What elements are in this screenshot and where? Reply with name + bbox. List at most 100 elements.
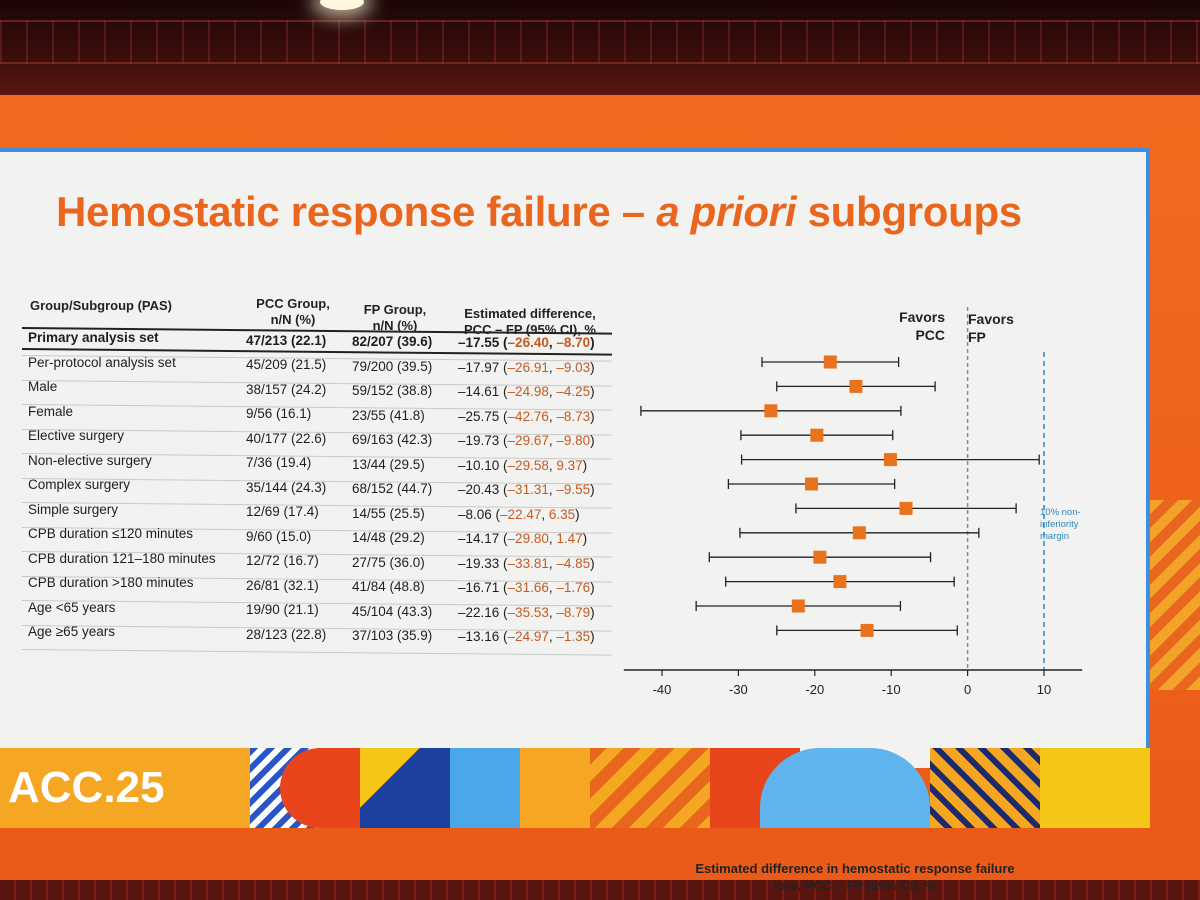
row-ci-lower: –29.80 [507,531,549,547]
row-ci-lower: –22.47 [500,506,542,522]
row-estimate: –19.33 (–33.81, –4.85) [458,555,595,571]
header-fp: FP Group, n/N (%) [340,302,450,334]
x-tick-label: -20 [805,682,824,697]
row-ci-lower: –35.53 [507,604,549,620]
row-label: Male [28,379,58,395]
row-estimate: –17.97 (–26.91, –9.03) [458,359,595,375]
favors-fp-label: Favors FP [968,310,1028,346]
row-ci-upper: –9.80 [556,433,591,449]
row-ci-upper: –9.03 [556,359,591,375]
row-estimate: –25.75 (–42.76, –8.73) [458,408,595,424]
row-fp: 69/163 (42.3) [352,432,433,448]
row-ci-lower: –24.97 [507,629,549,645]
row-estimate-point: –17.55 [458,335,500,351]
row-ci-upper: 9.37 [556,457,583,473]
x-tick-label: 0 [964,682,971,697]
header-est-line1: Estimated difference, [464,306,596,321]
point-estimate-marker [810,428,824,442]
row-ci-lower: –29.58 [507,457,549,473]
row-fp: 45/104 (43.3) [352,603,433,619]
row-estimate-point: –22.16 [458,604,500,620]
row-label: Age <65 years [28,599,116,615]
row-estimate: –13.16 (–24.97, –1.35) [458,629,595,645]
row-label: Female [28,403,74,419]
row-ci-upper: –8.79 [556,604,591,620]
point-estimate-marker [860,623,874,637]
point-estimate-marker [813,550,827,564]
row-ci-lower: –26.91 [507,359,549,375]
row-pcc: 12/72 (16.7) [246,553,319,569]
row-estimate: –16.71 (–31.66, –1.76) [458,580,595,596]
row-estimate-point: –14.61 [458,384,500,400]
row-pcc: 28/123 (22.8) [246,626,327,642]
row-ci-lower: –26.40 [507,335,549,351]
header-pcc-line2: n/N (%) [270,312,316,327]
row-pcc: 26/81 (32.1) [246,577,319,593]
row-pcc: 9/60 (15.0) [246,528,312,544]
row-fp: 82/207 (39.6) [352,334,433,350]
pattern-tile [930,748,1040,828]
row-fp: 14/48 (29.2) [352,530,425,546]
row-pcc: 7/36 (19.4) [246,455,312,471]
row-estimate-point: –16.71 [458,580,500,596]
row-estimate-point: –10.10 [458,457,500,473]
row-estimate: –17.55 (–26.40, –8.70) [458,335,595,351]
stage-light [320,0,364,10]
row-label: CPB duration >180 minutes [28,575,194,591]
row-pcc: 47/213 (22.1) [246,332,327,348]
row-fp: 13/44 (29.5) [352,456,425,472]
header-fp-line2: n/N (%) [372,318,418,333]
row-estimate-point: –25.75 [458,408,500,424]
row-fp: 14/55 (25.5) [352,505,425,521]
row-estimate-point: –8.06 [458,506,492,522]
header-fp-line1: FP Group, [363,302,427,317]
row-pcc: 35/144 (24.3) [246,479,327,495]
row-fp: 79/200 (39.5) [352,358,433,374]
row-label: Per-protocol analysis set [28,354,176,370]
row-pcc: 40/177 (22.6) [246,430,327,446]
pattern-tile [1040,748,1150,828]
side-decoration [1150,500,1200,690]
row-estimate-point: –13.16 [458,629,500,645]
row-fp: 41/84 (48.8) [352,579,425,595]
pattern-tile [360,748,420,808]
point-estimate-marker [852,526,866,540]
acc-logo: ACC.25 [0,748,250,828]
pattern-tile [590,748,710,828]
x-tick-label: -30 [729,682,748,697]
row-estimate: –14.17 (–29.80, 1.47) [458,531,588,547]
row-pcc: 12/69 (17.4) [246,504,319,520]
header-group: Group/Subgroup (PAS) [30,298,172,314]
point-estimate-marker [764,404,778,418]
row-label: CPB duration 121–180 minutes [28,550,216,566]
slide-title-end: subgroups [796,188,1023,235]
slide-title-italic: a priori [656,188,797,235]
row-estimate: –14.61 (–24.98, –4.25) [458,384,595,400]
row-fp: 68/152 (44.7) [352,481,433,497]
row-label: Simple surgery [28,501,119,517]
point-estimate-marker [805,477,819,491]
row-ci-lower: –33.81 [507,555,549,571]
slide-title-main: Hemostatic response failure – [56,188,657,235]
header-pcc-line1: PCC Group, [256,296,330,311]
row-fp: 23/55 (41.8) [352,407,425,423]
row-label: Non-elective surgery [28,452,152,468]
row-ci-upper: –9.55 [556,482,591,498]
row-pcc: 9/56 (16.1) [246,406,312,422]
row-label: CPB duration ≤120 minutes [28,526,193,542]
row-estimate-point: –17.97 [458,359,500,375]
point-estimate-marker [791,599,805,613]
row-estimate: –8.06 (–22.47, 6.35) [458,506,580,522]
x-axis-title: Estimated difference in hemostatic respo… [695,861,1015,893]
row-ci-upper: –8.70 [556,335,591,351]
row-fp: 59/152 (38.8) [352,383,433,399]
noninferiority-margin-label: 10% non-inferiority margin [1040,507,1081,542]
point-estimate-marker [899,501,913,515]
row-estimate: –20.43 (–31.31, –9.55) [458,482,595,498]
venue-ceiling [0,0,1200,95]
point-estimate-marker [823,355,837,369]
row-label: Age ≥65 years [28,624,115,640]
point-estimate-marker [883,453,897,467]
row-ci-upper: 6.35 [548,506,576,522]
header-pcc: PCC Group, n/N (%) [238,296,348,328]
